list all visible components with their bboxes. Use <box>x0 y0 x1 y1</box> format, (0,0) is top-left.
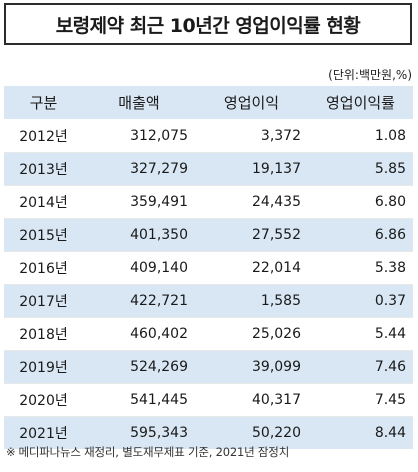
cell-sales: 595,343 <box>83 416 195 449</box>
header-operating-income: 영업이익 <box>195 86 308 120</box>
cell-operating-margin: 5.85 <box>308 152 413 186</box>
cell-sales: 460,402 <box>83 317 195 351</box>
header-operating-margin: 영업이익률 <box>308 86 413 120</box>
table-row: 2018년 460,402 25,026 5.44 <box>4 317 413 351</box>
header-category: 구분 <box>4 86 83 120</box>
cell-operating-income: 19,137 <box>195 152 308 186</box>
cell-year: 2016년 <box>4 251 83 285</box>
cell-year: 2015년 <box>4 218 83 252</box>
cell-year: 2012년 <box>4 119 83 153</box>
cell-operating-income: 50,220 <box>195 416 308 449</box>
cell-year: 2017년 <box>4 284 83 318</box>
footnote-text: 메디파나뉴스 재정리, 별도재무제표 기준, 2021년 잠정치 <box>18 445 290 459</box>
cell-operating-income: 25,026 <box>195 317 308 351</box>
cell-year: 2021년 <box>4 416 83 449</box>
cell-year: 2018년 <box>4 317 83 351</box>
cell-year: 2014년 <box>4 185 83 219</box>
cell-sales: 312,075 <box>83 119 195 153</box>
cell-operating-income: 3,372 <box>195 119 308 153</box>
table-row: 2014년 359,491 24,435 6.80 <box>4 185 413 219</box>
cell-sales: 401,350 <box>83 218 195 252</box>
cell-year: 2020년 <box>4 383 83 417</box>
page-title: 보령제약 최근 10년간 영업이익률 현황 <box>4 3 412 45</box>
cell-sales: 327,279 <box>83 152 195 186</box>
cell-operating-margin: 6.86 <box>308 218 413 252</box>
cell-operating-income: 40,317 <box>195 383 308 417</box>
unit-note: (단위:백만원,%) <box>328 68 412 82</box>
cell-operating-margin: 8.44 <box>308 416 413 449</box>
table-row: 2015년 401,350 27,552 6.86 <box>4 218 413 252</box>
cell-operating-income: 27,552 <box>195 218 308 252</box>
cell-operating-income: 22,014 <box>195 251 308 285</box>
cell-sales: 409,140 <box>83 251 195 285</box>
data-table: 구분 매출액 영업이익 영업이익률 2012년 312,075 3,372 1.… <box>4 86 413 449</box>
cell-operating-margin: 5.44 <box>308 317 413 351</box>
cell-operating-margin: 7.45 <box>308 383 413 417</box>
cell-operating-margin: 6.80 <box>308 185 413 219</box>
cell-operating-margin: 7.46 <box>308 350 413 384</box>
cell-operating-margin: 0.37 <box>308 284 413 318</box>
cell-year: 2019년 <box>4 350 83 384</box>
source-footnote: ※ 메디파나뉴스 재정리, 별도재무제표 기준, 2021년 잠정치 <box>6 444 289 460</box>
note-mark: ※ <box>6 445 16 459</box>
table-header-row: 구분 매출액 영업이익 영업이익률 <box>4 86 413 120</box>
cell-sales: 541,445 <box>83 383 195 417</box>
table-row: 2012년 312,075 3,372 1.08 <box>4 119 413 153</box>
table-row: 2019년 524,269 39,099 7.46 <box>4 350 413 384</box>
cell-year: 2013년 <box>4 152 83 186</box>
cell-sales: 422,721 <box>83 284 195 318</box>
header-sales: 매출액 <box>83 86 195 120</box>
table-row: 2013년 327,279 19,137 5.85 <box>4 152 413 186</box>
cell-sales: 359,491 <box>83 185 195 219</box>
cell-operating-income: 1,585 <box>195 284 308 318</box>
cell-operating-margin: 1.08 <box>308 119 413 153</box>
table-row: 2016년 409,140 22,014 5.38 <box>4 251 413 285</box>
table-row: 2020년 541,445 40,317 7.45 <box>4 383 413 417</box>
cell-operating-margin: 5.38 <box>308 251 413 285</box>
table-row: 2017년 422,721 1,585 0.37 <box>4 284 413 318</box>
cell-sales: 524,269 <box>83 350 195 384</box>
cell-operating-income: 24,435 <box>195 185 308 219</box>
table-row: 2021년 595,343 50,220 8.44 <box>4 416 413 449</box>
cell-operating-income: 39,099 <box>195 350 308 384</box>
